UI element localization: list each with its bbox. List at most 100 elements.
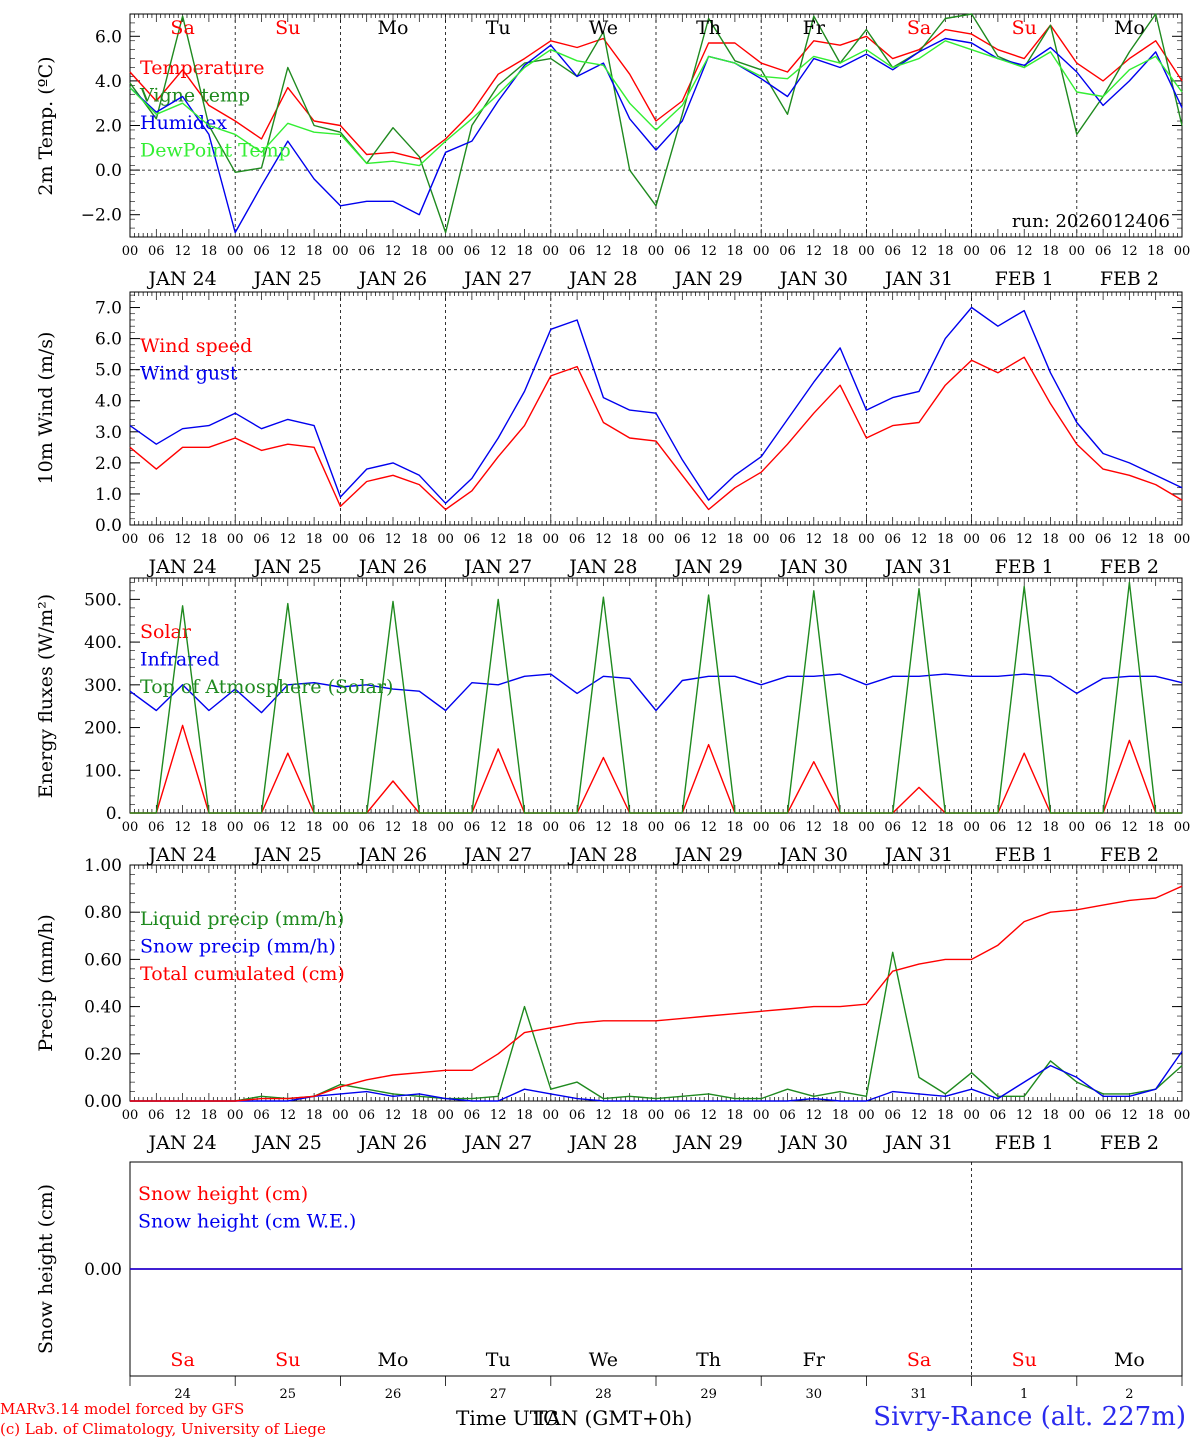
y-tick-label: 400. [84, 633, 122, 653]
x-hour-label: 12 [385, 820, 402, 835]
day-number-label: 25 [280, 1387, 297, 1402]
x-hour-label: 18 [727, 532, 744, 547]
x-hour-label: 18 [1042, 244, 1059, 259]
y-tick-label: 1.0 [95, 485, 122, 505]
day-number-label: 2 [1125, 1387, 1133, 1402]
x-date-label: JAN 28 [567, 844, 637, 866]
y-tick-label: 0.20 [84, 1045, 122, 1065]
x-hour-label: 06 [884, 532, 901, 547]
x-hour-label: 00 [1174, 1108, 1191, 1123]
weekday-label: Th [696, 1349, 721, 1371]
x-hour-label: 00 [1174, 820, 1191, 835]
x-hour-label: 00 [753, 1108, 770, 1123]
x-hour-label: 18 [411, 244, 428, 259]
x-date-label: JAN 29 [673, 1132, 743, 1154]
series-line-vigne-temp [129, 13, 1183, 234]
x-hour-label: 00 [437, 820, 454, 835]
x-hour-label: 12 [1016, 1108, 1033, 1123]
legend-item: Snow height (cm W.E.) [138, 1211, 356, 1233]
weekday-label: Sa [170, 1349, 194, 1371]
x-hour-label: 00 [227, 820, 244, 835]
x-date-label: JAN 24 [147, 556, 217, 578]
x-hour-label: 06 [464, 820, 481, 835]
x-hour-label: 06 [358, 820, 375, 835]
x-date-label: JAN 25 [252, 268, 322, 290]
x-hour-label: 06 [148, 244, 165, 259]
y-tick-label: 2.0 [95, 454, 122, 474]
legend-item: Wind speed [140, 335, 252, 357]
x-hour-label: 12 [174, 1108, 191, 1123]
x-date-label: JAN 28 [567, 1132, 637, 1154]
day-number-label: 31 [911, 1387, 928, 1402]
x-hour-label: 00 [1174, 532, 1191, 547]
series-line-dewpoint-temp [129, 40, 1183, 167]
x-hour-label: 00 [122, 532, 139, 547]
x-hour-label: 18 [1147, 820, 1164, 835]
x-hour-label: 00 [648, 244, 665, 259]
legend-item: Top of Atmosphere (Solar) [140, 676, 393, 698]
x-hour-label: 18 [937, 244, 954, 259]
x-hour-label: 00 [332, 532, 349, 547]
weekday-label: Mo [378, 1349, 409, 1371]
x-hour-label: 18 [727, 1108, 744, 1123]
legend-item: DewPoint Temp [140, 140, 291, 162]
x-hour-label: 00 [437, 244, 454, 259]
x-hour-label: 00 [543, 244, 560, 259]
x-hour-label: 18 [1147, 1108, 1164, 1123]
x-hour-label: 06 [358, 532, 375, 547]
x-hour-label: 18 [937, 820, 954, 835]
y-tick-label: 4.0 [95, 72, 122, 92]
legend-item: Liquid precip (mm/h) [140, 908, 344, 930]
series-line-temperature [129, 24, 1183, 160]
x-hour-label: 06 [464, 532, 481, 547]
legend-item: Solar [140, 621, 192, 643]
series-line-wind-speed [129, 356, 1183, 511]
y-tick-label: 0.80 [84, 903, 122, 923]
x-hour-label: 18 [516, 1108, 533, 1123]
x-hour-label: 00 [963, 244, 980, 259]
x-hour-label: 12 [1016, 532, 1033, 547]
weekday-label: Mo [378, 17, 409, 39]
x-date-label: JAN 31 [883, 268, 953, 290]
y-tick-label: 0.60 [84, 950, 122, 970]
x-hour-label: 00 [1174, 244, 1191, 259]
x-hour-label: 06 [253, 532, 270, 547]
x-hour-label: 00 [1069, 532, 1086, 547]
x-hour-label: 06 [253, 820, 270, 835]
x-hour-label: 06 [990, 532, 1007, 547]
x-hour-label: 12 [700, 244, 717, 259]
x-hour-label: 00 [648, 532, 665, 547]
y-axis-label: Snow height (cm) [35, 1184, 57, 1354]
x-date-label: JAN 30 [778, 1132, 848, 1154]
x-hour-label: 18 [832, 1108, 849, 1123]
x-hour-label: 18 [727, 244, 744, 259]
y-tick-label: 5.0 [95, 361, 122, 381]
x-date-label: JAN 26 [357, 268, 427, 290]
y-axis-label: 2m Temp. (ºC) [35, 56, 57, 195]
legend-item: Vigne temp [139, 85, 250, 107]
y-tick-label: −2.0 [81, 206, 122, 226]
x-hour-label: 12 [911, 1108, 928, 1123]
x-hour-label: 00 [753, 532, 770, 547]
x-hour-label: 12 [280, 820, 297, 835]
x-hour-label: 00 [543, 820, 560, 835]
legend-item: Wind gust [140, 363, 238, 385]
x-date-label: FEB 1 [995, 268, 1054, 290]
legend-item: Snow height (cm) [138, 1183, 308, 1205]
x-hour-label: 00 [227, 244, 244, 259]
x-hour-label: 18 [832, 532, 849, 547]
x-hour-label: 06 [569, 244, 586, 259]
day-number-label: 30 [806, 1387, 823, 1402]
x-hour-label: 06 [253, 244, 270, 259]
time-zone-label: TAN (GMT+0h) [534, 1406, 693, 1430]
x-date-label: FEB 2 [1100, 844, 1159, 866]
x-hour-label: 00 [122, 820, 139, 835]
x-hour-label: 00 [543, 532, 560, 547]
y-tick-label: 0.0 [95, 161, 122, 181]
weekday-label: Th [696, 17, 721, 39]
x-hour-label: 12 [911, 532, 928, 547]
x-hour-label: 18 [306, 532, 323, 547]
x-hour-label: 06 [1095, 820, 1112, 835]
x-hour-label: 00 [437, 532, 454, 547]
x-hour-label: 00 [963, 1108, 980, 1123]
